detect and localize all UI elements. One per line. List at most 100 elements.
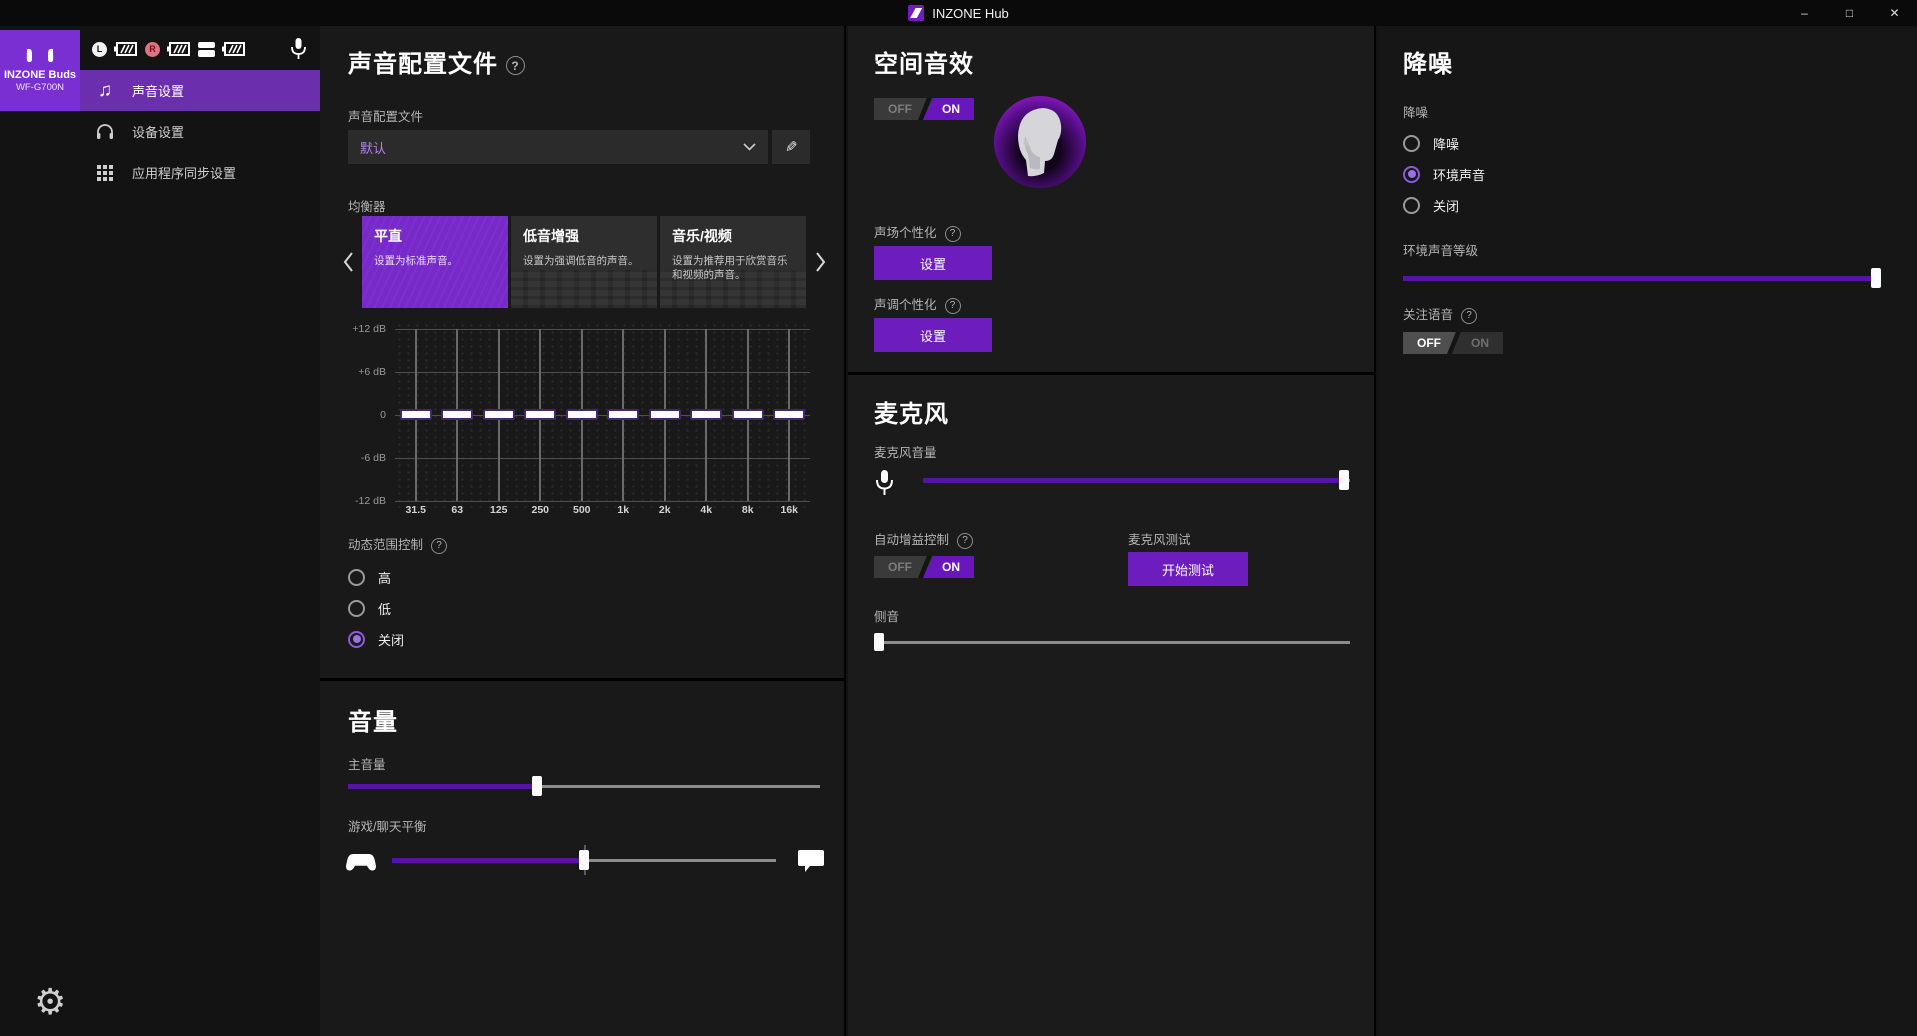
eq-band-slider[interactable] [773, 409, 805, 420]
mic-test-label: 麦克风测试 [1128, 529, 1191, 548]
slider-handle[interactable] [1871, 268, 1881, 288]
pencil-icon: ✎ [785, 138, 798, 156]
agc-toggle[interactable]: OFF ON [874, 556, 974, 578]
eq-band-slider[interactable] [607, 409, 639, 420]
slider-handle[interactable] [874, 633, 884, 651]
maximize-button[interactable]: □ [1827, 0, 1872, 26]
sidebar-item-label: 设备设置 [132, 122, 184, 141]
eq-preset-name: 低音增强 [523, 226, 647, 246]
master-volume-slider[interactable] [348, 776, 820, 796]
spatial-sound-title: 空间音效 [874, 44, 974, 79]
eq-ylabel: -6 dB [320, 452, 386, 464]
radio-icon [1403, 135, 1420, 152]
game-chat-balance-slider[interactable] [392, 850, 776, 870]
chevron-right-icon [815, 252, 826, 272]
eq-band-slider[interactable] [441, 409, 473, 420]
music-note-icon: ♫ [94, 81, 116, 100]
equalizer-plot [395, 322, 810, 508]
earbuds-icon [23, 48, 57, 64]
drc-option-off[interactable]: 关闭 [348, 628, 404, 650]
app-grid-icon [94, 165, 116, 181]
eq-preset-music-video[interactable]: 音乐/视频 设置为推荐用于欣赏音乐和视频的声音。 [660, 216, 806, 308]
mic-icon [876, 470, 893, 496]
microphone-status-icon [291, 38, 306, 60]
profile-label: 声音配置文件 [348, 106, 423, 125]
microphone-title: 麦克风 [874, 394, 949, 429]
eq-ylabel: +12 dB [320, 323, 386, 335]
slider-handle[interactable] [532, 776, 542, 796]
eq-band-slider[interactable] [483, 409, 515, 420]
carousel-left-button[interactable] [340, 248, 356, 276]
focus-on-voice-toggle[interactable]: OFF ON [1403, 332, 1503, 354]
chevron-down-icon [743, 143, 756, 151]
minimize-button[interactable]: – [1782, 0, 1827, 26]
help-icon[interactable]: ? [1461, 308, 1477, 324]
eq-band-slider[interactable] [566, 409, 598, 420]
device-card[interactable]: INZONE Buds WF-G700N [0, 30, 80, 111]
help-icon[interactable]: ? [945, 226, 961, 242]
ambient-level-label: 环境声音等级 [1403, 240, 1478, 259]
eq-band-slider[interactable] [524, 409, 556, 420]
sidetone-label: 侧音 [874, 606, 899, 625]
titlebar: INZONE Hub – □ ✕ [0, 0, 1917, 26]
eq-preset-bass-boost[interactable]: 低音增强 设置为强调低音的声音。 [511, 216, 657, 308]
profile-dropdown[interactable]: 默认 [348, 130, 768, 164]
help-icon[interactable]: ? [431, 538, 447, 554]
eq-preset-description: 设置为推荐用于欣赏音乐和视频的声音。 [672, 254, 796, 282]
case-battery-icon [222, 42, 246, 56]
gamepad-icon [346, 852, 376, 872]
slider-handle[interactable] [579, 850, 589, 870]
eq-preset-flat[interactable]: 平直 设置为标准声音。 [362, 216, 508, 308]
eq-band-slider[interactable] [690, 409, 722, 420]
tone-setup-button[interactable]: 设置 [874, 318, 992, 352]
headphones-icon [94, 123, 116, 140]
eq-preset-carousel: 平直 设置为标准声音。 低音增强 设置为强调低音的声音。 音乐/视频 设置为推荐… [320, 216, 846, 310]
close-icon: ✕ [1889, 6, 1899, 20]
section-divider [320, 678, 844, 681]
inzone-logo-icon [908, 5, 924, 21]
right-battery-icon [167, 42, 191, 56]
sidebar-item-device-settings[interactable]: 设备设置 [80, 111, 320, 152]
center-panel: 空间音效 OFF ON 声场个性化? 设置 声调个性化? 设置 麦克风 麦 [848, 26, 1376, 1036]
sound-field-label: 声场个性化? [874, 222, 961, 242]
master-volume-label: 主音量 [348, 754, 386, 773]
nc-group-label: 降噪 [1403, 102, 1428, 121]
left-battery-icon [114, 42, 138, 56]
sound-field-setup-button[interactable]: 设置 [874, 246, 992, 280]
inzone-hub-window: INZONE Hub – □ ✕ INZONE Buds WF-G700N L … [0, 0, 1917, 1036]
eq-ylabel: 0 [320, 409, 386, 421]
nc-option-noise-canceling[interactable]: 降噪 [1403, 132, 1485, 154]
mic-test-start-button[interactable]: 开始测试 [1128, 552, 1248, 586]
drc-option-low[interactable]: 低 [348, 597, 404, 619]
spatial-sound-toggle[interactable]: OFF ON [874, 98, 974, 120]
help-icon[interactable]: ? [957, 533, 973, 549]
nc-option-off[interactable]: 关闭 [1403, 194, 1485, 216]
mic-volume-slider[interactable] [923, 470, 1350, 490]
close-button[interactable]: ✕ [1872, 0, 1917, 26]
noise-canceling-title: 降噪 [1403, 44, 1453, 79]
edit-profile-button[interactable]: ✎ [772, 130, 810, 164]
chat-bubble-icon [798, 850, 824, 872]
help-icon[interactable]: ? [945, 298, 961, 314]
sidebar-item-app-sync-settings[interactable]: 应用程序同步设置 [80, 152, 320, 193]
eq-band-slider[interactable] [649, 409, 681, 420]
head-3d-icon [1013, 106, 1067, 178]
drc-option-high[interactable]: 高 [348, 566, 404, 588]
right-bud-indicator-icon: R [145, 42, 160, 57]
sidebar-item-sound-settings[interactable]: ♫ 声音设置 [80, 70, 320, 111]
settings-gear-icon[interactable]: ⚙ [34, 984, 66, 1020]
eq-ylabel: +6 dB [320, 366, 386, 378]
help-icon[interactable]: ? [506, 56, 525, 75]
sidetone-slider[interactable] [874, 632, 1350, 652]
profile-selected-value: 默认 [360, 138, 743, 157]
slider-handle[interactable] [1339, 470, 1349, 490]
radio-icon [348, 600, 365, 617]
eq-band-labels: 31.563 125250 5001k 2k4k 8k16k [395, 504, 810, 516]
agc-label: 自动增益控制? [874, 529, 973, 549]
nc-option-ambient-sound[interactable]: 环境声音 [1403, 163, 1485, 185]
eq-band-slider[interactable] [400, 409, 432, 420]
carousel-right-button[interactable] [812, 248, 828, 276]
eq-band-slider[interactable] [732, 409, 764, 420]
ambient-level-slider[interactable] [1403, 268, 1881, 288]
sidebar-item-label: 应用程序同步设置 [132, 163, 236, 182]
